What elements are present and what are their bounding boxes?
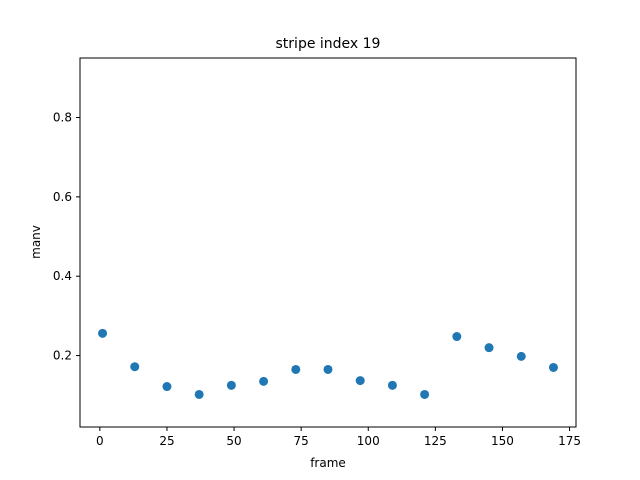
x-tick-label: 0 [96,434,104,448]
data-point [548,362,558,372]
data-point [162,382,172,392]
x-tick-label: 125 [424,434,447,448]
data-point [355,376,365,386]
x-axis-label: frame [310,456,346,470]
data-point [194,389,204,399]
y-tick-label: 0.2 [53,349,72,363]
y-tick-label: 0.8 [53,111,72,125]
y-axis-label: manv [29,225,43,259]
data-point [516,351,526,361]
data-point [420,389,430,399]
data-point [259,376,269,386]
x-tick-label: 100 [357,434,380,448]
y-tick-label: 0.6 [53,190,72,204]
data-point [452,332,462,342]
x-tick-label: 25 [159,434,174,448]
data-point [387,380,397,390]
x-axis: 0 25 50 75 100 125 150 175 [96,427,581,448]
x-tick-label: 75 [294,434,309,448]
x-tick-label: 175 [558,434,581,448]
data-points [98,328,558,399]
y-axis: 0.2 0.4 0.6 0.8 [53,111,80,363]
data-point [291,364,301,374]
x-tick-label: 150 [491,434,514,448]
x-tick-label: 50 [226,434,241,448]
data-point [226,380,236,390]
data-point [484,343,494,353]
data-point [130,362,140,372]
y-tick-label: 0.4 [53,269,72,283]
data-point [98,328,108,338]
data-point [323,364,333,374]
chart-title: stripe index 19 [276,36,381,52]
